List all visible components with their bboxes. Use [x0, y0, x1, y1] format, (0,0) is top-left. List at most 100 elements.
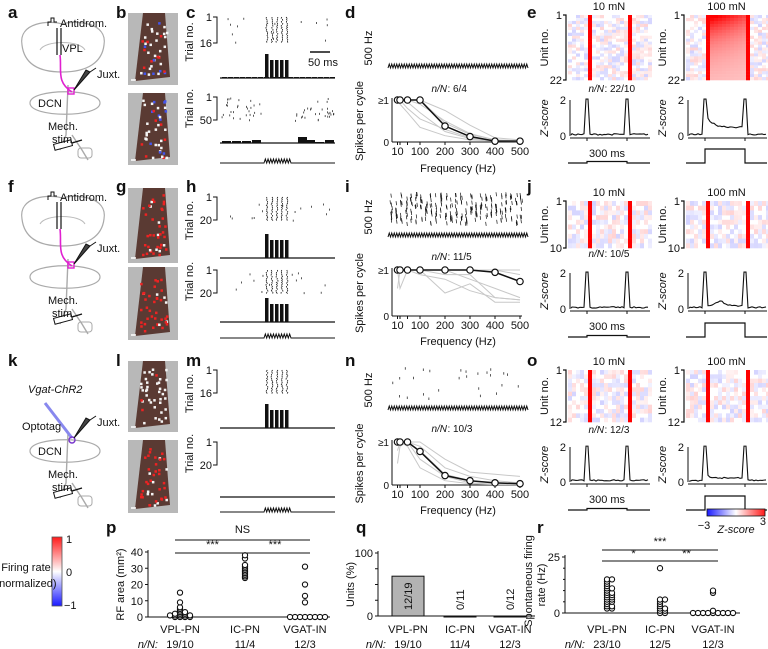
rf-dot: [144, 298, 147, 301]
heatmap-cell: [690, 50, 694, 54]
spike-tick: [485, 197, 487, 202]
heatmap-cell: [754, 50, 758, 54]
paw-outline: [77, 147, 93, 159]
heatmap-cell: [608, 205, 612, 211]
spike-tick: [266, 214, 268, 217]
heatmap-cell: [686, 47, 690, 51]
heatmap-cell: [596, 35, 600, 39]
heatmap-cell: [636, 71, 640, 75]
rf-dot: [149, 401, 153, 404]
trial-axis-label: Trial no.: [184, 374, 196, 413]
heatmap-cell: [648, 44, 652, 48]
spike-tick: [495, 203, 497, 209]
heatmap-cell: [722, 233, 726, 239]
panel-label-d: d: [345, 3, 355, 22]
spike-tick: [501, 210, 503, 215]
psth-bar: [222, 141, 231, 143]
heatmap-cell: [632, 378, 636, 384]
heatmap-cell: [580, 77, 584, 81]
rf-dot: [157, 390, 161, 394]
rf-dot: [155, 382, 159, 385]
heatmap-cell: [628, 205, 632, 211]
heatmap-cell: [734, 68, 738, 72]
heatmap-cell: [754, 224, 758, 230]
heatmap-cell: [604, 35, 608, 39]
heatmap-cell: [734, 396, 738, 401]
heatmap-cell: [766, 409, 768, 414]
y-tick-label: 0: [554, 608, 560, 620]
mean-data-point: [466, 132, 474, 141]
spike-tick: [265, 287, 268, 290]
bar: [443, 615, 477, 618]
rf-dot: [147, 454, 150, 457]
heatmap-cell: [718, 219, 722, 225]
heatmap-cell: [710, 400, 714, 405]
rf-dot: [146, 234, 149, 238]
nN-value: 19/10: [394, 639, 422, 649]
heatmap-cell: [694, 409, 698, 414]
heatmap-cell: [726, 38, 730, 42]
spike-tick: [285, 383, 288, 386]
heatmap-cell: [612, 233, 616, 239]
nN-label: n/N: [431, 424, 447, 435]
heatmap-cell: [766, 400, 768, 405]
heatmap-cell: [640, 400, 644, 405]
heatmap-cell: [644, 29, 648, 34]
spike-tick: [505, 194, 507, 199]
juxtacellular-pipette-icon: [73, 417, 91, 439]
heatmap-cell: [714, 417, 718, 423]
heatmap-cell: [620, 383, 624, 388]
heatmap-cell: [620, 409, 624, 414]
heatmap-cell: [742, 219, 746, 225]
panel-label-b: b: [116, 3, 126, 22]
heatmap-cell: [690, 370, 694, 375]
heatmap-cell: [734, 38, 738, 42]
x-tick-label: 300: [461, 489, 479, 501]
spike-tick: [265, 204, 268, 207]
genotype-label: Vgat-ChR2: [28, 384, 82, 396]
mean-data-point: [403, 266, 412, 274]
heatmap-cell: [592, 387, 596, 392]
heatmap-cell: [616, 417, 620, 423]
spike-tick: [419, 204, 422, 209]
heatmap-cell: [706, 53, 710, 57]
heatmap-cell: [698, 378, 702, 384]
force-title: 10 mN: [593, 187, 625, 199]
heatmap-cell: [584, 23, 588, 28]
rf-dot: [163, 35, 167, 39]
heatmap-cell: [640, 396, 644, 401]
heatmap-cell: [746, 219, 750, 225]
heatmap-cell: [766, 41, 768, 45]
heatmap-cell: [754, 383, 758, 388]
unit-first-label: 1: [674, 365, 680, 377]
heatmap-cell: [746, 233, 750, 239]
heatmap-cell: [592, 378, 596, 384]
y-tick-bottom: 0: [383, 312, 389, 323]
rf-dot: [156, 245, 159, 249]
spike-tick: [265, 383, 268, 386]
spike-tick: [481, 196, 483, 201]
spike-tick: [471, 194, 473, 199]
heatmap-cell: [648, 243, 652, 249]
psth-bar: [282, 77, 287, 78]
heatmap-cell: [766, 413, 768, 418]
heatmap-cell: [726, 17, 730, 22]
heatmap-cell: [722, 71, 726, 75]
rf-dot: [154, 143, 157, 147]
heatmap-cell: [730, 56, 734, 60]
rf-dot: [143, 36, 147, 39]
spike-tick: [280, 30, 283, 33]
heatmap-cell: [734, 26, 738, 31]
heatmap-cell: [568, 224, 572, 230]
rf-dot: [147, 468, 151, 471]
heatmap-cell: [698, 205, 702, 211]
heatmap-cell: [580, 47, 584, 51]
spike-tick: [280, 208, 283, 211]
heatmap-cell: [592, 210, 596, 216]
heatmap-cell: [572, 387, 576, 392]
heatmap-cell: [620, 400, 624, 405]
y-axis-label: Spikes per cycle: [354, 423, 366, 503]
heatmap-cell: [710, 77, 714, 81]
heatmap-cell: [604, 404, 608, 410]
rf-dot: [156, 32, 159, 35]
